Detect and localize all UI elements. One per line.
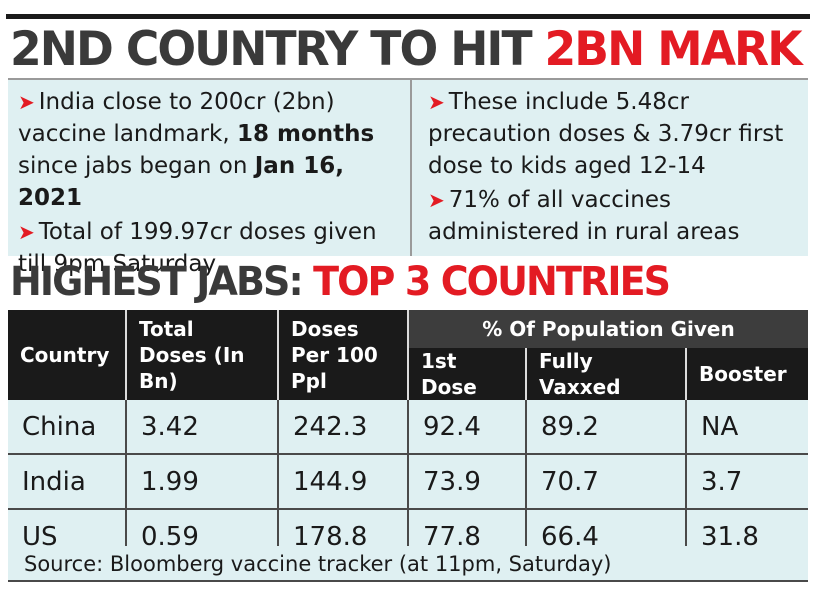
table-heading-part-2: TOP 3 COUNTRIES <box>313 259 671 305</box>
bullet-bold: 18 months <box>236 121 375 147</box>
cell-total: 3.42 <box>126 400 279 455</box>
header-fully-vaxxed: Fully Vaxxed <box>526 348 687 400</box>
bullet-text: 71% of all vaccines administered in rura… <box>428 187 740 245</box>
source-note: Source: Bloomberg vaccine tracker (at 11… <box>8 546 808 582</box>
bullet-bold: Jan 16, 2021 <box>18 153 344 211</box>
arrow-icon: ➤ <box>18 220 35 244</box>
bullet-item: ➤ Total of 199.97cr doses given till 9pm … <box>18 216 408 280</box>
cell-per100: 242.3 <box>278 400 409 455</box>
bullet-text: India close to 200cr (2bn) vaccine landm… <box>18 89 335 147</box>
headline-part-1: 2ND COUNTRY TO HIT <box>10 22 545 77</box>
header-booster: Booster <box>686 348 808 400</box>
cell-country: India <box>8 454 127 510</box>
table-heading-part-1: HIGHEST JABS: <box>10 259 314 305</box>
top-rule <box>6 14 810 19</box>
bullet-text: Total of 199.97cr doses given till 9pm S… <box>18 219 377 277</box>
cell-full: 89.2 <box>526 400 687 455</box>
bullet-item: ➤ These include 5.48cr precaution doses &… <box>428 86 803 182</box>
cell-total: 1.99 <box>126 454 279 510</box>
cell-full: 70.7 <box>526 454 687 510</box>
cell-per100: 144.9 <box>278 454 409 510</box>
table-row: India 1.99 144.9 73.9 70.7 3.7 <box>8 454 808 510</box>
arrow-icon: ➤ <box>428 90 445 114</box>
bullet-item: ➤ 71% of all vaccines administered in rur… <box>428 184 803 248</box>
header-total-doses: Total Doses (In Bn) <box>126 310 279 400</box>
bullet-item: ➤ India close to 200cr (2bn) vaccine land… <box>18 86 408 214</box>
table-row: China 3.42 242.3 92.4 89.2 NA <box>8 400 808 455</box>
info-column-left: ➤ India close to 200cr (2bn) vaccine land… <box>18 86 408 280</box>
headline: 2ND COUNTRY TO HIT 2BN MARK <box>10 22 803 78</box>
header-first-dose: 1st Dose <box>408 348 527 400</box>
table-heading: HIGHEST JABS: TOP 3 COUNTRIES <box>10 256 770 308</box>
cell-first: 73.9 <box>408 454 527 510</box>
info-box: ➤ India close to 200cr (2bn) vaccine land… <box>8 78 808 277</box>
bullet-text: since jabs began on <box>18 153 255 179</box>
header-doses-per-100: Doses Per 100 Ppl <box>278 310 409 400</box>
arrow-icon: ➤ <box>428 188 445 212</box>
arrow-icon: ➤ <box>18 90 35 114</box>
column-divider <box>410 80 412 256</box>
vaccination-table: Country Total Doses (In Bn) Doses Per 10… <box>8 310 808 565</box>
cell-booster: 3.7 <box>686 454 808 510</box>
headline-part-2: 2BN MARK <box>544 22 803 77</box>
cell-first: 92.4 <box>408 400 527 455</box>
cell-booster: NA <box>686 400 808 455</box>
header-country: Country <box>8 310 127 400</box>
cell-country: China <box>8 400 127 455</box>
bullet-text: These include 5.48cr precaution doses & … <box>428 89 784 179</box>
header-population-group: % Of Population Given <box>408 310 808 348</box>
info-column-right: ➤ These include 5.48cr precaution doses &… <box>428 86 803 248</box>
